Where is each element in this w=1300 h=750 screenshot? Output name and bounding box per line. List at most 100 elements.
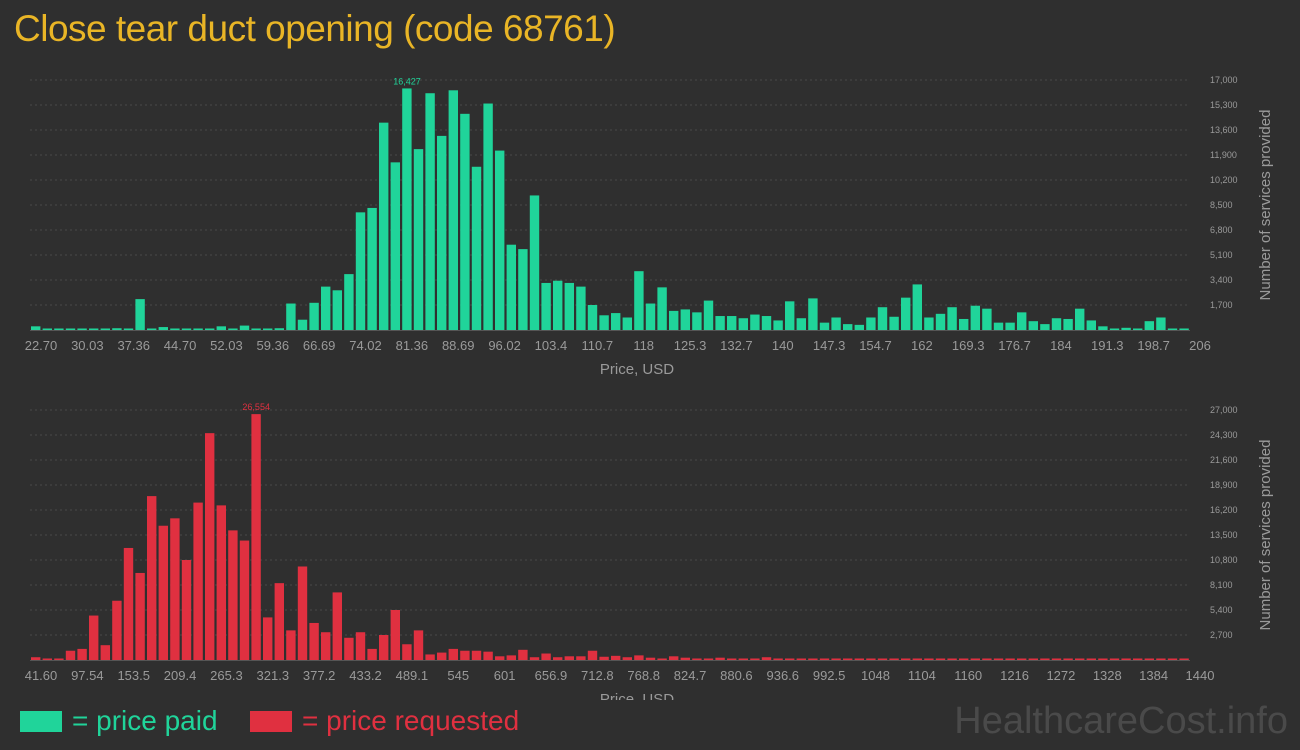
x-tick-label: 1328 [1093,668,1122,683]
bar [425,93,435,330]
bar [541,653,551,660]
bar [251,328,261,330]
legend-paid-swatch [20,710,62,732]
x-tick-label: 59.36 [257,338,290,353]
bar [309,302,319,330]
bar [170,328,180,330]
bar [123,547,134,660]
bar [390,162,400,330]
x-tick-label: 377.2 [303,668,336,683]
bar [54,328,64,330]
bar [158,525,168,660]
peak-value-label: 16,427 [393,76,421,86]
bar [518,249,528,330]
y-tick-label: 1,700 [1210,300,1233,310]
y-tick-label: 18,900 [1210,480,1238,490]
bar [297,319,308,330]
bar [773,658,783,660]
bar [1098,658,1108,660]
bar [889,316,899,330]
bar [866,317,876,330]
x-tick-label: 110.7 [582,338,614,353]
bar [553,657,563,660]
bar [1098,326,1108,330]
bar [703,300,714,330]
bar [877,307,888,330]
x-tick-label: 1216 [1000,668,1029,683]
bar [309,622,319,660]
bar [1040,324,1050,330]
bar [321,286,331,330]
bar [1086,320,1096,330]
bar [843,324,853,330]
bar [65,328,76,330]
bar [263,617,273,660]
bar [866,658,876,660]
x-tick-label: 712.8 [581,668,614,683]
x-tick-label: 768.8 [627,668,660,683]
x-tick-label: 1384 [1139,668,1168,683]
x-tick-label: 601 [494,668,516,683]
bar [901,658,911,660]
x-tick-label: 153.5 [117,668,150,683]
bar [692,312,702,330]
bar [541,282,551,330]
x-tick-label: 545 [447,668,469,683]
bar [135,299,145,330]
y-tick-label: 16,200 [1210,505,1238,515]
bar [947,307,957,330]
bar [321,632,331,660]
bar [1121,327,1131,330]
bar [599,315,609,330]
bar [1156,658,1166,660]
bar [1040,658,1050,660]
bar [228,328,238,330]
bar [587,305,598,330]
bar [1144,658,1154,660]
bar [819,658,830,660]
bar [1167,658,1178,660]
bar [1179,328,1189,330]
bar [193,502,203,660]
bar [89,328,99,330]
x-tick-label: 489.1 [396,668,429,683]
bar [1086,658,1096,660]
x-tick-label: 992.5 [813,668,846,683]
x-tick-label: 147.3 [813,338,846,353]
bar [970,305,980,330]
bar [738,318,748,330]
bar [1075,658,1085,660]
x-tick-label: 44.70 [164,338,197,353]
bar [297,566,308,660]
x-tick-label: 1160 [954,668,982,683]
bar [112,328,122,330]
bar [982,658,992,660]
x-tick-label: 209.4 [164,668,197,683]
x-tick-label: 1048 [861,668,890,683]
bar [181,328,192,330]
bar [147,496,157,660]
bar [529,657,540,660]
bar [216,505,226,660]
bar [286,303,296,330]
bar [216,326,226,330]
bar [796,658,806,660]
bar [228,530,238,660]
y-tick-label: 8,100 [1210,580,1233,590]
y-tick-label: 17,000 [1210,75,1238,85]
bar [750,658,760,660]
bar [1063,658,1073,660]
x-tick-label: 184 [1050,338,1072,353]
bar [622,317,632,330]
x-tick-label: 74.02 [349,338,382,353]
bar [112,600,122,660]
bar [645,303,656,330]
bar [123,328,134,330]
bar [495,150,505,330]
bar [483,651,493,660]
x-tick-label: 656.9 [535,668,568,683]
legend-requested: = price requested [250,704,519,738]
bar [993,658,1004,660]
bar [576,286,586,330]
bar [877,658,888,660]
